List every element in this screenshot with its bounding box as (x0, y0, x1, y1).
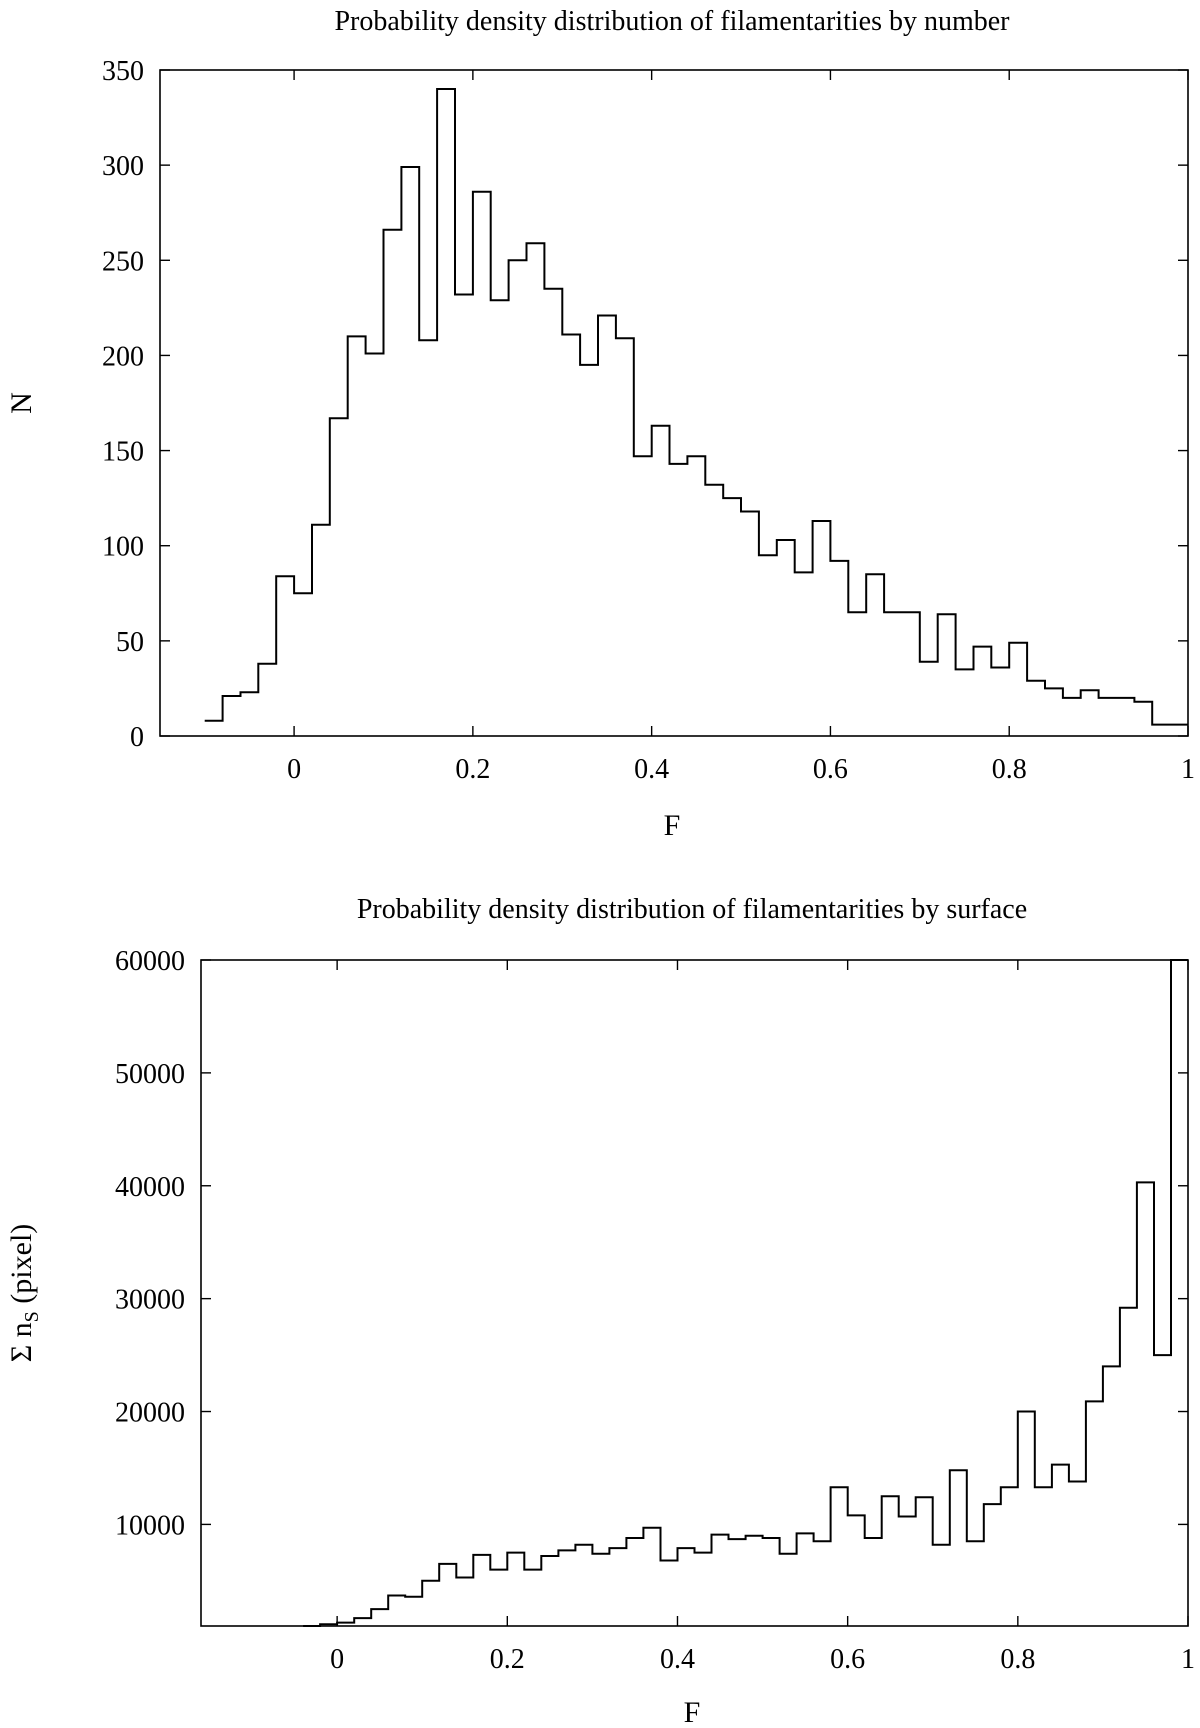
chart-surface-plot-frame (200, 959, 1189, 1627)
chart-surface-y-tick-label: 10000 (115, 1510, 185, 1541)
chart-surface-x-tick-label: 0.8 (1000, 1644, 1035, 1675)
chart-number-x-tick-label: 0.4 (634, 754, 669, 785)
chart-surface-y-tick-label: 20000 (115, 1398, 185, 1429)
chart-number-y-axis-label: N (5, 392, 38, 414)
chart-surface-y-tick-label: 50000 (115, 1059, 185, 1090)
chart-surface-x-tick-label: 0 (330, 1644, 344, 1675)
chart-number-y-tick-label: 350 (102, 56, 144, 87)
chart-surface-y-tick-label: 60000 (115, 946, 185, 977)
chart-surface-x-tick-label: 1 (1181, 1644, 1195, 1675)
chart-number-plot-frame (159, 69, 1189, 737)
chart-number-y-tick-label: 150 (102, 437, 144, 468)
chart-surface-y-tick-label: 40000 (115, 1172, 185, 1203)
chart-number-x-tick-label: 1 (1181, 754, 1195, 785)
chart-number-y-tick-label: 0 (130, 722, 144, 753)
chart-number-x-tick-label: 0 (287, 754, 301, 785)
chart-number-y-tick-label: 100 (102, 532, 144, 563)
chart-surface-ticks (201, 959, 1189, 1626)
chart-number-y-tick-label: 250 (102, 246, 144, 277)
chart-number-ticks (160, 69, 1189, 737)
chart-number: Probability density distribution of fila… (5, 6, 1195, 842)
chart-surface-x-axis-label: F (684, 1696, 701, 1728)
chart-number-x-axis-label: F (664, 809, 681, 842)
chart-number-y-tick-label: 300 (102, 151, 144, 182)
chart-surface-histogram-line (303, 959, 1188, 1627)
chart-number-x-tick-label: 0.2 (455, 754, 490, 785)
chart-surface-x-tick-label: 0.6 (830, 1644, 865, 1675)
chart-surface-x-tick-label: 0.2 (490, 1644, 525, 1675)
chart-surface-title: Probability density distribution of fila… (357, 894, 1027, 925)
chart-surface-y-axis-label: Σ nS (pixel) (5, 1224, 43, 1363)
chart-number-histogram-line (204, 88, 1188, 726)
chart-surface-y-tick-label: 30000 (115, 1285, 185, 1316)
chart-number-title: Probability density distribution of fila… (334, 6, 1010, 37)
chart-number-y-tick-label: 50 (116, 627, 144, 658)
chart-number-tick-labels: 0 0.2 0.4 0.6 0.8 1 0 50 100 150 200 250 300 350 (102, 56, 1195, 785)
chart-number-x-tick-label: 0.6 (813, 754, 848, 785)
chart-surface-tick-labels: 0 0.2 0.4 0.6 0.8 1 10000 20000 30000 40000 50000 6… (115, 946, 1195, 1675)
chart-number-x-tick-label: 0.8 (992, 754, 1027, 785)
chart-surface: Probability density distribution of fila… (5, 894, 1195, 1728)
chart-surface-x-tick-label: 0.4 (660, 1644, 695, 1675)
chart-number-y-tick-label: 200 (102, 341, 144, 372)
